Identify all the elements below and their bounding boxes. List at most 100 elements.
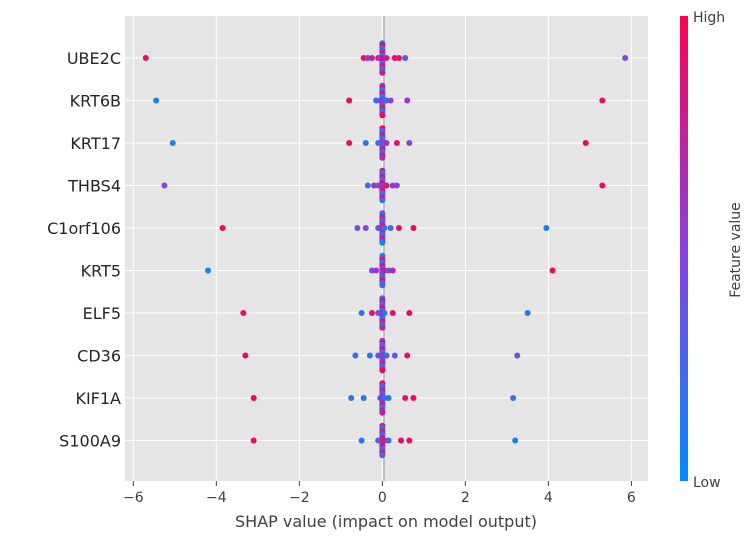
data-point-8-8 — [402, 395, 409, 401]
cluster-point-6-14 — [379, 324, 386, 331]
data-point-7-7 — [391, 352, 398, 359]
data-point-3-1 — [599, 182, 606, 189]
data-point-6-8 — [406, 310, 413, 316]
data-point-3-5 — [379, 182, 386, 189]
x-tick-label-0: −6 — [123, 490, 144, 506]
data-point-3-4 — [375, 182, 382, 189]
data-point-7-4 — [375, 352, 382, 359]
cluster-point-1-14 — [379, 112, 386, 119]
data-point-7-6 — [383, 352, 390, 359]
cluster-point-4-14 — [379, 239, 386, 246]
data-point-4-0 — [219, 225, 226, 231]
feature-label-7: CD36 — [77, 347, 121, 366]
x-tick-label-5: 4 — [544, 490, 553, 506]
data-point-8-3 — [360, 395, 367, 401]
data-point-9-8 — [406, 437, 413, 444]
data-point-6-3 — [368, 310, 375, 316]
data-point-8-0 — [250, 395, 257, 401]
data-point-7-3 — [366, 352, 373, 359]
cluster-point-0-14 — [379, 69, 386, 76]
colorbar-low-label: Low — [693, 475, 721, 491]
data-point-0-3 — [364, 55, 371, 61]
cluster-point-7-14 — [379, 367, 386, 374]
x-tick-label-1: −4 — [206, 490, 227, 506]
data-point-1-8 — [387, 97, 394, 104]
feature-label-9: S100A9 — [59, 432, 121, 451]
cluster-point-2-14 — [379, 154, 386, 161]
data-point-2-2 — [582, 140, 589, 146]
data-point-1-9 — [404, 97, 411, 104]
data-point-9-0 — [250, 437, 257, 444]
data-point-0-1 — [622, 55, 629, 61]
data-point-0-10 — [391, 55, 398, 61]
colorbar-title: Feature value — [728, 202, 744, 298]
data-points — [142, 40, 629, 459]
data-point-4-3 — [362, 225, 369, 231]
data-point-0-2 — [360, 55, 367, 61]
feature-labels: UBE2C KRT6B KRT17 THBS4 C1orf106 KRT5 ELF5 CD36… — [47, 49, 121, 451]
data-point-2-4 — [375, 140, 382, 146]
feature-label-4: C1orf106 — [47, 219, 121, 238]
x-axis-title: SHAP value (impact on model output) — [235, 512, 537, 531]
data-point-4-4 — [375, 225, 382, 231]
data-point-2-1 — [346, 140, 353, 146]
data-point-8-7 — [385, 395, 392, 401]
data-point-5-7 — [389, 267, 396, 274]
data-point-0-9 — [383, 55, 390, 61]
data-point-5-2 — [368, 267, 375, 274]
data-point-7-2 — [352, 352, 359, 359]
data-point-6-4 — [375, 310, 382, 316]
data-point-9-1 — [512, 437, 519, 444]
data-point-9-7 — [398, 437, 405, 444]
data-point-3-7 — [389, 182, 396, 189]
data-point-2-0 — [169, 140, 176, 146]
data-point-5-1 — [549, 267, 556, 274]
feature-label-8: KIF1A — [75, 389, 121, 408]
x-tick-label-4: 2 — [461, 490, 470, 506]
data-point-5-0 — [205, 267, 212, 274]
cluster-point-9-14 — [379, 452, 386, 459]
colorbar — [680, 16, 688, 481]
data-point-0-4 — [368, 55, 375, 61]
data-point-8-2 — [348, 395, 355, 401]
data-point-9-3 — [375, 437, 382, 444]
feature-label-6: ELF5 — [83, 304, 121, 323]
feature-label-3: THBS4 — [67, 177, 121, 196]
feature-label-5: KRT5 — [81, 262, 121, 281]
data-point-8-1 — [510, 395, 517, 401]
data-point-7-5 — [379, 352, 386, 359]
data-point-3-0 — [161, 182, 168, 189]
data-point-2-7 — [383, 140, 390, 146]
data-point-1-2 — [599, 97, 606, 104]
data-point-9-2 — [358, 437, 365, 444]
data-point-4-2 — [354, 225, 361, 231]
data-point-4-7 — [387, 225, 394, 231]
data-point-9-5 — [381, 437, 388, 444]
data-point-4-8 — [395, 225, 402, 231]
data-point-0-0 — [142, 55, 149, 61]
data-point-2-3 — [362, 140, 369, 146]
data-point-4-9 — [410, 225, 417, 231]
data-point-5-5 — [381, 267, 388, 274]
data-point-1-1 — [346, 97, 353, 104]
data-point-9-6 — [385, 437, 392, 444]
data-point-4-1 — [543, 225, 550, 231]
data-point-2-9 — [406, 140, 413, 146]
plot-area — [125, 16, 648, 481]
data-point-3-3 — [371, 182, 378, 189]
data-point-7-1 — [514, 352, 521, 359]
data-point-7-0 — [242, 352, 249, 359]
data-point-8-9 — [410, 395, 417, 401]
data-point-3-8 — [393, 182, 400, 189]
feature-label-2: KRT17 — [70, 134, 121, 153]
data-point-1-0 — [153, 97, 160, 104]
cluster-point-5-14 — [379, 282, 386, 289]
data-point-7-8 — [404, 352, 411, 359]
data-point-0-11 — [395, 55, 402, 61]
x-tick-label-2: −2 — [289, 490, 310, 506]
data-point-3-2 — [364, 182, 371, 189]
data-point-4-6 — [381, 225, 388, 231]
feature-label-0: UBE2C — [67, 49, 121, 68]
data-point-5-6 — [385, 267, 392, 274]
x-tick-label-6: 6 — [627, 490, 636, 506]
